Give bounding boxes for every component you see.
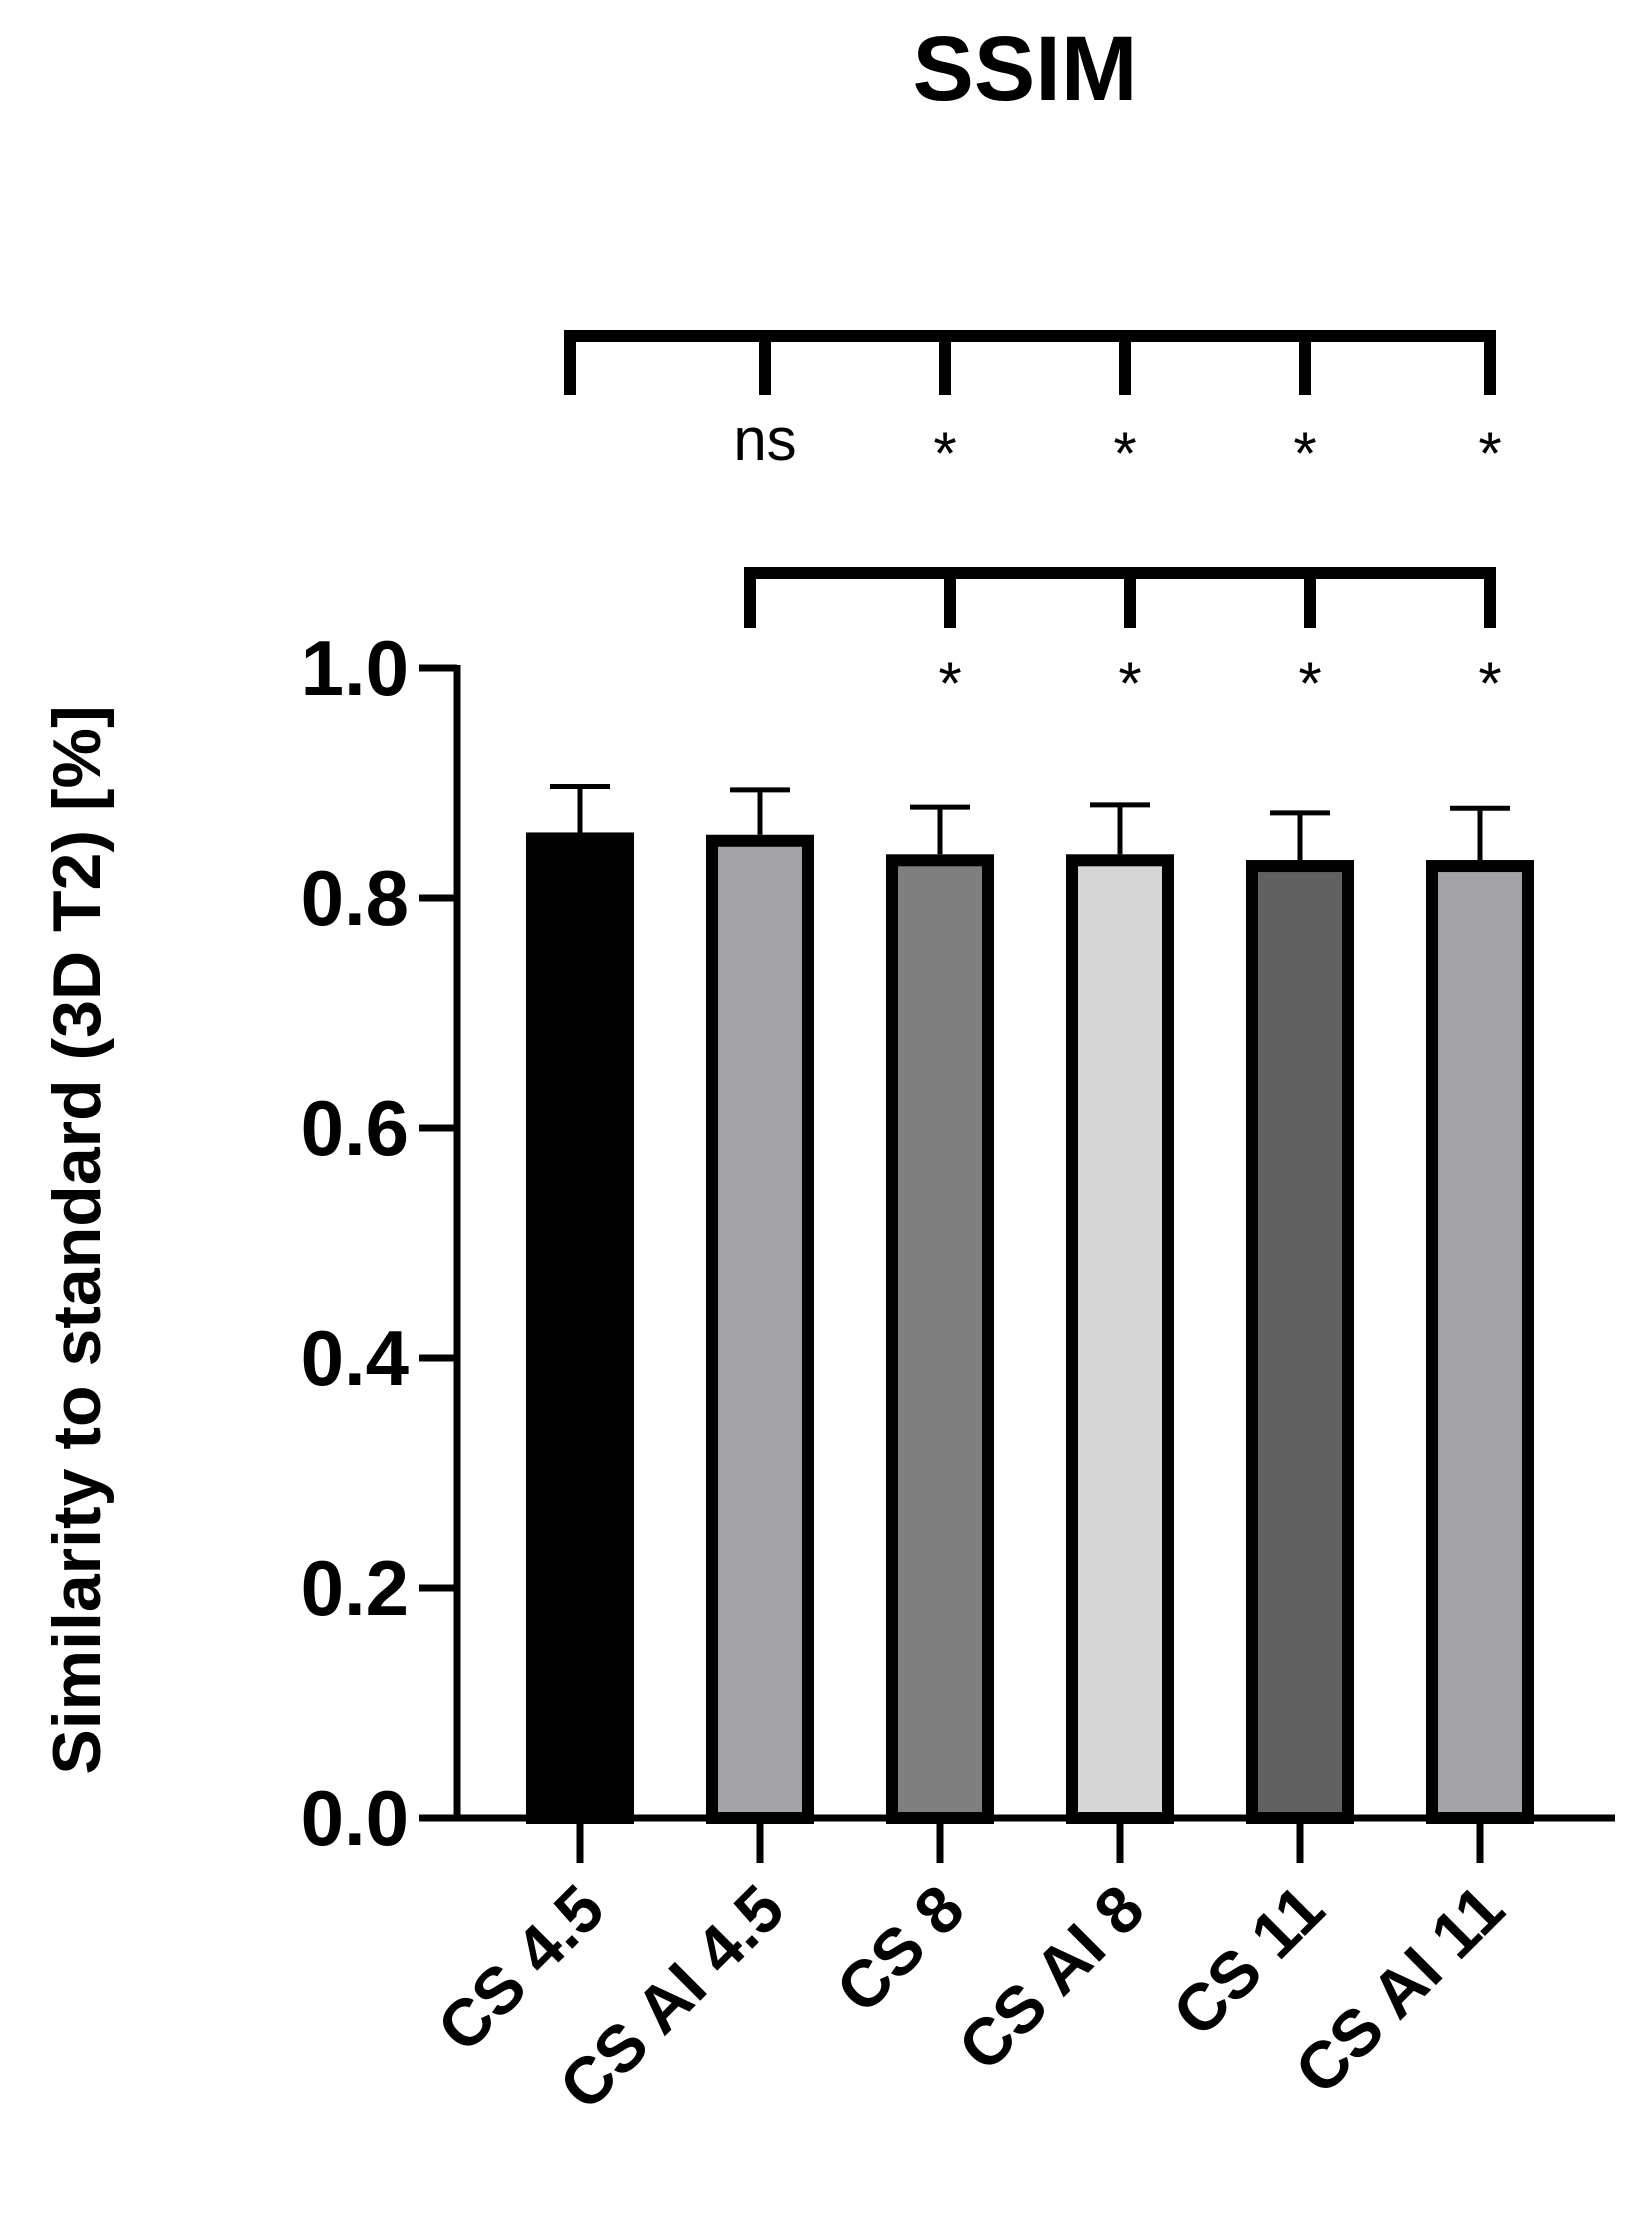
significance-asterisk: * xyxy=(1293,420,1316,487)
y-tick-label: 0.2 xyxy=(301,1544,409,1632)
bar xyxy=(1246,860,1354,1824)
y-tick-label: 1.0 xyxy=(301,624,409,712)
plot-area: 0.00.20.40.60.81.0CS 4.5CS AI 4.5 CS 8CS … xyxy=(301,330,1615,2123)
significance-asterisk: * xyxy=(933,420,956,487)
y-tick-label: 0.0 xyxy=(301,1774,409,1862)
significance-asterisk: * xyxy=(1478,420,1501,487)
y-tick-label: 0.8 xyxy=(301,854,409,942)
x-tick-label: CS 11 xyxy=(1158,1871,1337,2050)
bar xyxy=(886,854,994,1824)
bar xyxy=(1066,854,1174,1824)
bar xyxy=(526,832,634,1824)
y-axis-label: Similarity to standard (3D T2) [%] xyxy=(39,705,115,1774)
significance-label-ns: ns xyxy=(733,406,796,473)
significance-asterisk: * xyxy=(1298,650,1321,717)
y-tick-label: 0.6 xyxy=(301,1084,409,1172)
x-tick-label: CS AI 8 xyxy=(944,1871,1158,2085)
significance-asterisk: * xyxy=(1118,650,1141,717)
significance-asterisk: * xyxy=(1113,420,1136,487)
chart-title: SSIM xyxy=(913,18,1138,120)
significance-asterisk: * xyxy=(938,650,961,717)
bar xyxy=(1426,860,1534,1824)
x-tick-label: CS 8 xyxy=(822,1871,978,2027)
y-tick-label: 0.4 xyxy=(301,1314,409,1402)
bar xyxy=(706,834,814,1824)
significance-asterisk: * xyxy=(1478,650,1501,717)
